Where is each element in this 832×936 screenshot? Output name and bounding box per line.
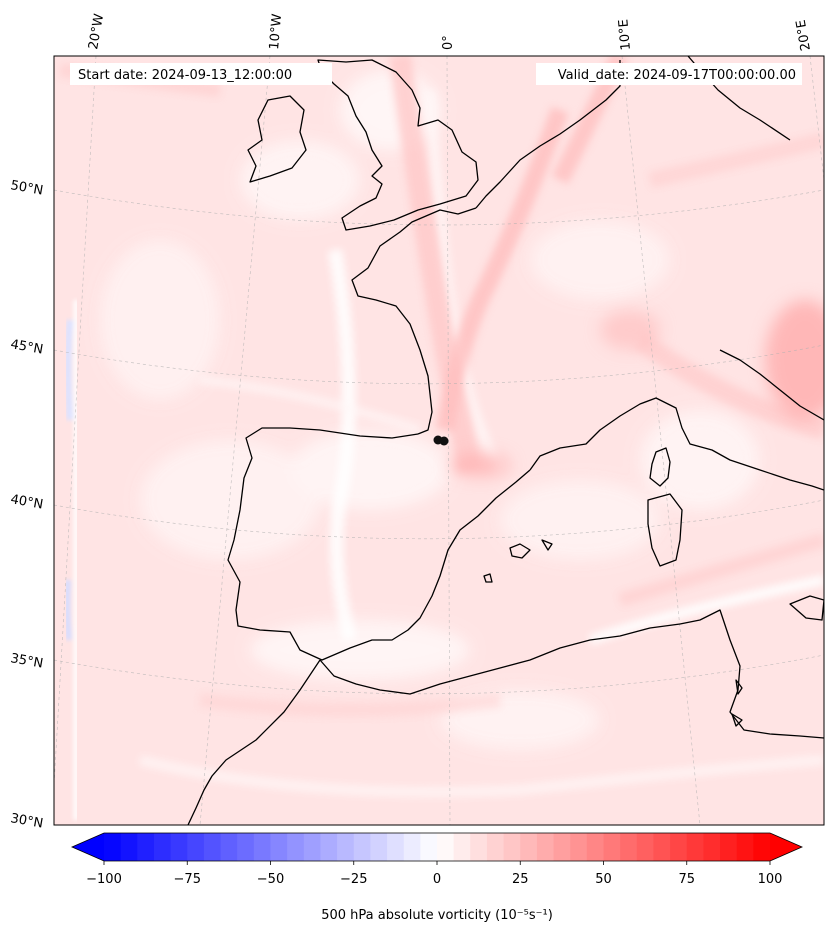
colorbar-cell [620,833,638,861]
colorbar-cell [220,833,238,861]
colorbar-cell [486,833,505,861]
lat-label-40n: 40°N [9,492,44,512]
colorbar-cell [153,833,172,861]
colorbar-tick-label: −50 [257,872,284,887]
colorbar-low-extension [72,833,104,861]
coastlines [187,56,824,825]
location-marker [433,435,449,446]
colorbar-cell [520,833,538,861]
colorbar-cell [137,833,155,861]
start-date-label: Start date: 2024-09-13_12:00:00 [78,68,292,83]
colorbar-tick-label: 0 [433,872,441,887]
colorbar-cell [253,833,271,861]
colorbar-cell [586,833,604,861]
colorbar-cell [453,833,471,861]
colorbar-cell [187,833,205,861]
colorbar-cell [470,833,488,861]
colorbar-cell [670,833,688,861]
colorbar-high-extension [770,833,802,861]
colorbar-cell [303,833,321,861]
colorbar-tick-label: 75 [678,872,695,887]
colorbar-cell [636,833,654,861]
colorbar-cell [503,833,521,861]
colorbar-cell [403,833,421,861]
colorbar-cells [104,833,771,861]
map-panel: Start date: 2024-09-13_12:00:00 Valid_da… [9,13,825,832]
colorbar-tick-label: 25 [512,872,529,887]
vorticity-field [54,56,824,825]
colorbar-cell [320,833,338,861]
colorbar-cell [653,833,671,861]
colorbar-cell [203,833,222,861]
lon-label-10e: 10°E [616,19,634,51]
lon-label-20e: 20°E [794,19,814,52]
map-frame [53,55,825,826]
lat-label-45n: 45°N [9,337,44,357]
colorbar-cell [736,833,754,861]
colorbar-tick-label: −25 [340,872,367,887]
colorbar-cell [553,833,571,861]
colorbar-cell [437,833,455,861]
colorbar-tick-label: 100 [758,872,783,887]
colorbar-cell [370,833,388,861]
colorbar-cell [237,833,255,861]
lat-label-30n: 30°N [9,811,44,831]
lat-label-50n: 50°N [9,178,44,198]
colorbar-tick-label: −100 [86,872,122,887]
lon-label-0: 0° [441,35,456,50]
colorbar-cell [570,833,588,861]
colorbar-tick-label: −75 [174,872,201,887]
colorbar-cell [387,833,405,861]
colorbar-tick-label: 50 [595,872,612,887]
colorbar: −100 −75 −50 −25 0 25 50 75 100 500 hPa absolute… [71,832,803,923]
colorbar-cell [420,833,438,861]
colorbar-cell [603,833,621,861]
colorbar-cell [104,833,122,861]
colorbar-ticks: −100 −75 −50 −25 0 25 50 75 100 [86,861,782,887]
colorbar-cell [287,833,305,861]
lon-label-20w: 20°W [86,13,107,51]
valid-date-label: Valid_date: 2024-09-17T00:00:00.00 [558,68,796,83]
colorbar-cell [270,833,288,861]
colorbar-cell [720,833,738,861]
colorbar-cell [353,833,371,861]
colorbar-cell [686,833,704,861]
map-gridlines [54,56,824,825]
colorbar-cell [703,833,721,861]
colorbar-cell [753,833,771,861]
colorbar-cell [120,833,138,861]
lat-label-35n: 35°N [9,651,44,671]
colorbar-cell [536,833,555,861]
colorbar-label: 500 hPa absolute vorticity (10⁻⁵s⁻¹) [321,908,553,923]
colorbar-cell [337,833,355,861]
colorbar-cell [170,833,188,861]
lon-label-10w: 10°W [267,13,285,50]
